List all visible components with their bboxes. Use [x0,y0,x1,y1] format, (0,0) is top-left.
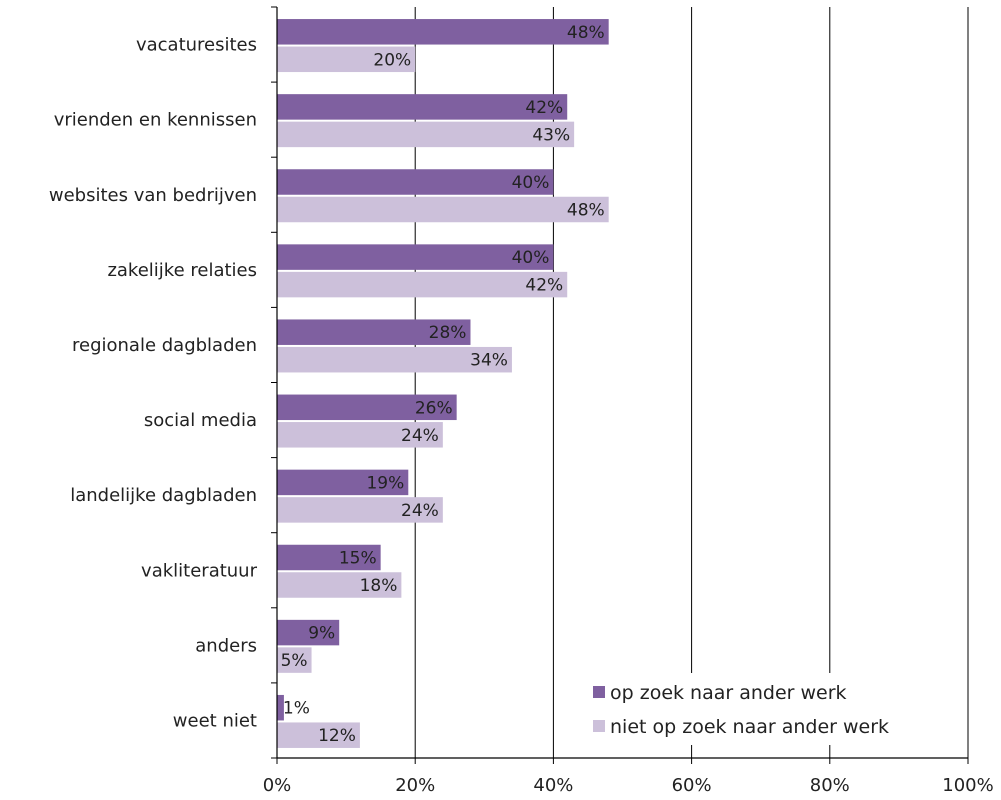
legend-background [585,673,935,745]
bar-niet-op-zoek [277,497,443,523]
bar-op-zoek [277,619,340,646]
x-tick-label: 0% [263,775,292,796]
category-label: websites van bedrijven [49,185,257,206]
category-label: vacaturesites [136,35,257,56]
legend-label: niet op zoek naar ander werk [610,716,889,738]
data-label: 9% [308,624,335,644]
data-label: 24% [401,426,439,446]
axes [271,6,969,764]
data-label: 12% [318,726,356,746]
bar-niet-op-zoek [277,422,443,448]
category-label: landelijke dagbladen [70,485,257,506]
bar-op-zoek [277,169,554,195]
legend-swatch [593,686,605,698]
legend-label: op zoek naar ander werk [610,682,847,704]
data-label: 42% [525,98,563,118]
bar-niet-op-zoek [277,346,512,373]
x-tick-label: 20% [395,775,435,796]
data-label: 48% [567,201,605,221]
bars [277,19,609,748]
bar-niet-op-zoek [277,647,312,673]
bar-niet-op-zoek [277,722,360,748]
legend-swatch [593,720,605,732]
bar-niet-op-zoek [277,46,416,73]
x-tick-label: 40% [533,775,573,796]
category-label: regionale dagbladen [72,335,257,356]
data-label: 15% [339,549,377,569]
bar-niet-op-zoek [277,121,575,148]
data-label: 28% [429,323,467,343]
data-label: 42% [525,276,563,296]
data-label: 1% [283,699,310,719]
bar-op-zoek [277,19,609,45]
data-label: 26% [415,398,453,418]
bar-op-zoek [277,244,554,270]
category-label: zakelijke relaties [107,260,257,281]
x-tick-label: 60% [672,775,712,796]
data-label: 48% [567,23,605,43]
x-tick-label: 80% [810,775,850,796]
bar-op-zoek [277,469,409,496]
category-label: social media [144,410,257,431]
bar-niet-op-zoek [277,196,609,223]
bar-op-zoek [277,94,568,120]
category-label: anders [195,635,257,656]
bar-op-zoek [277,694,284,721]
data-label: 24% [401,501,439,521]
data-label: 40% [512,248,550,268]
legend: op zoek naar ander werk niet op zoek naar… [585,673,935,745]
data-label: 5% [281,651,308,671]
bar-op-zoek [277,394,457,421]
category-label: vakliteratuur [141,560,258,581]
data-label: 34% [470,351,508,371]
x-tick-label: 100% [942,775,993,796]
data-label: 18% [360,576,398,596]
category-label: vrienden en kennissen [54,110,257,131]
data-label: 43% [532,125,570,145]
bar-op-zoek [277,319,471,345]
bar-niet-op-zoek [277,271,568,298]
bar-op-zoek [277,544,381,571]
bar-niet-op-zoek [277,572,402,598]
category-label: weet niet [173,710,257,731]
data-label: 20% [373,50,411,70]
data-label: 19% [366,473,404,493]
labels: 0% 20% 40% 60% 80% 100% vacaturesites 48% 20% vri… [49,23,994,796]
data-label: 40% [512,173,550,193]
